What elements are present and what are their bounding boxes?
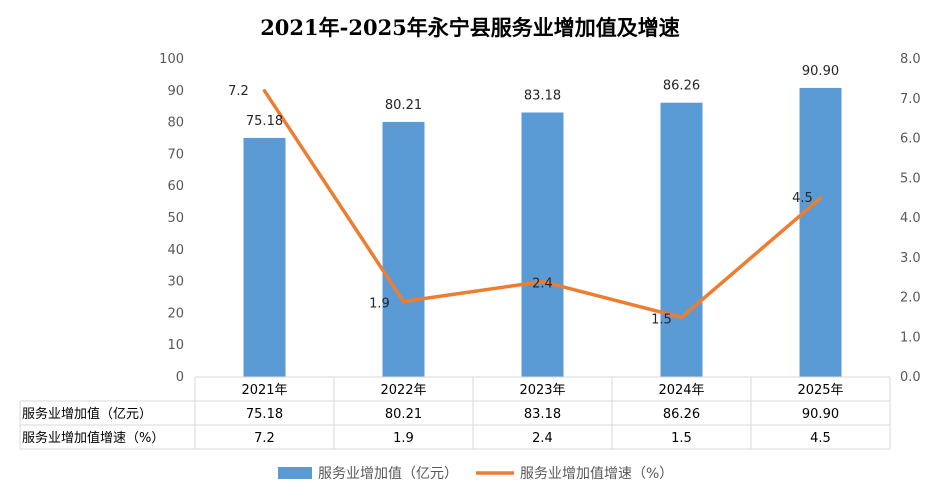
table-cell: 75.18: [246, 407, 283, 422]
line-point: [819, 196, 822, 200]
category-label: 2022年: [380, 383, 426, 398]
table-cell: 90.90: [802, 407, 839, 422]
table-cell: 80.21: [385, 407, 422, 422]
line-point: [680, 315, 683, 319]
left-axis-tick: 10: [167, 338, 184, 353]
line-data-label: 2.4: [532, 277, 553, 292]
bar-series: [243, 87, 842, 378]
axes: 0 10 20 30 40 50 60 70 80 90 100 0.0 1.0 2.0 3.0 4.0 5.0…: [159, 52, 921, 385]
right-axis-tick: 6.0: [900, 132, 921, 147]
left-axis-tick: 90: [167, 84, 184, 99]
table-cell: 7.2: [254, 431, 275, 446]
table-row-header: 服务业增加值（亿元）: [22, 406, 152, 422]
data-labels: 75.18 80.21 83.18 86.26 90.90 7.2 1.9 2.4 1.5 4.5: [228, 64, 839, 327]
bar: [521, 112, 564, 377]
bar-data-label: 75.18: [246, 114, 283, 129]
line-series: [262, 89, 823, 320]
category-label: 2023年: [519, 383, 565, 398]
legend-swatch-bar: [278, 467, 312, 479]
table-row-header: 服务业增加值增速（%）: [22, 430, 164, 446]
right-axis-tick: 3.0: [900, 251, 921, 266]
bar-data-label: 90.90: [802, 64, 839, 79]
table-cell: 4.5: [810, 431, 831, 446]
right-axis-tick: 0.0: [900, 370, 921, 385]
right-axis-tick: 4.0: [900, 211, 921, 226]
table-cell: 2.4: [532, 431, 553, 446]
table-cell: 86.26: [663, 407, 700, 422]
category-label: 2021年: [241, 383, 287, 398]
bar-data-label: 83.18: [524, 88, 561, 103]
left-axis-tick: 60: [167, 179, 184, 194]
table-cell: 1.5: [671, 431, 692, 446]
left-axis-tick: 80: [167, 116, 184, 131]
bar-data-label: 80.21: [385, 98, 422, 113]
legend-label: 服务业增加值增速（%）: [520, 466, 673, 482]
bar: [660, 102, 703, 377]
right-axis-tick: 2.0: [900, 291, 921, 306]
line-data-label: 1.5: [651, 312, 672, 327]
chart-title: 2021年-2025年永宁县服务业增加值及增速: [260, 15, 680, 40]
left-axis-tick: 70: [167, 147, 184, 162]
line-data-label: 1.9: [369, 296, 390, 311]
right-axis-tick: 8.0: [900, 52, 921, 67]
left-axis-tick: 30: [167, 275, 184, 290]
line-data-label: 4.5: [792, 191, 813, 206]
left-axis-tick: 100: [159, 52, 184, 67]
line-point: [263, 89, 266, 93]
line-point: [402, 299, 405, 303]
bar: [382, 121, 425, 378]
category-label: 2025年: [797, 383, 843, 398]
bar: [243, 137, 286, 377]
table-cell: 83.18: [524, 407, 561, 422]
left-axis-tick: 0: [176, 370, 184, 385]
left-axis-tick: 50: [167, 211, 184, 226]
line-point: [541, 280, 544, 284]
legend: 服务业增加值（亿元） 服务业增加值增速（%）: [278, 466, 673, 482]
category-label: 2024年: [658, 383, 704, 398]
table-cell: 1.9: [393, 431, 414, 446]
right-axis-tick: 5.0: [900, 171, 921, 186]
left-axis-tick: 40: [167, 243, 184, 258]
right-axis-tick: 1.0: [900, 330, 921, 345]
left-axis-tick: 20: [167, 306, 184, 321]
right-axis-tick: 7.0: [900, 92, 921, 107]
legend-label: 服务业增加值（亿元）: [318, 466, 458, 482]
bar-data-label: 86.26: [663, 79, 700, 94]
bar: [799, 87, 842, 378]
line-data-label: 7.2: [228, 84, 249, 99]
